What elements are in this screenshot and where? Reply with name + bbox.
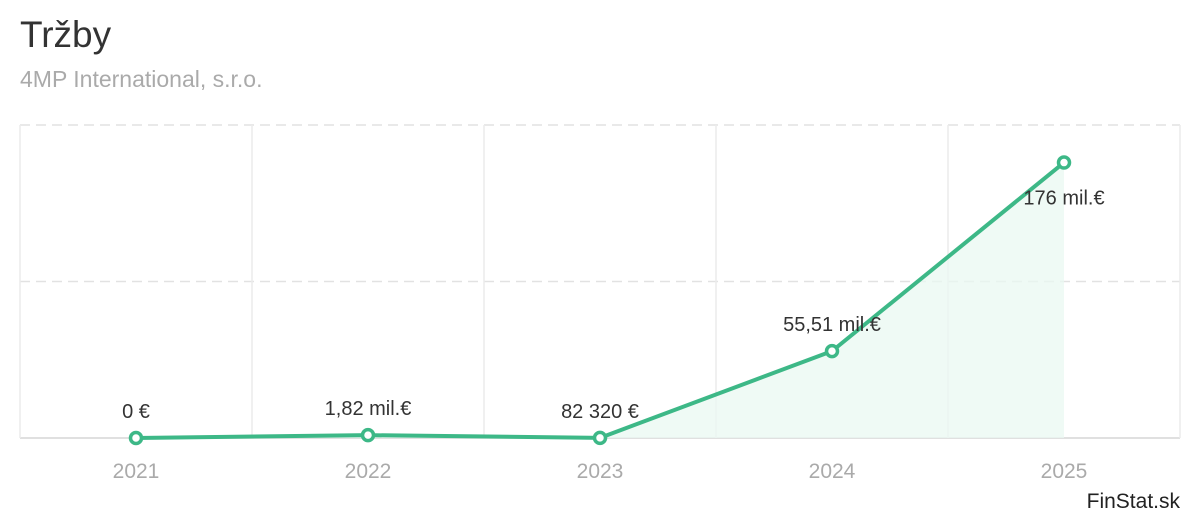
data-point-2023[interactable] <box>592 430 608 446</box>
chart-subtitle: 4MP International, s.r.o. <box>20 66 263 92</box>
data-label-2023: 82 320 € <box>561 401 639 423</box>
x-tick-label-2023: 2023 <box>577 460 624 483</box>
x-tick-label-2021: 2021 <box>113 460 160 483</box>
x-tick-label-2025: 2025 <box>1041 460 1088 483</box>
chart-title: Tržby <box>20 14 112 55</box>
data-point-2022[interactable] <box>360 427 376 443</box>
series-area <box>136 162 1064 438</box>
data-label-2024: 55,51 mil.€ <box>783 314 881 336</box>
data-labels: 0 € 1,82 mil.€ 82 320 € 55,51 mil.€ 176 mil.… <box>122 188 1104 423</box>
data-points <box>128 155 1072 446</box>
source-credit[interactable]: FinStat.sk <box>1086 490 1180 513</box>
x-tick-label-2024: 2024 <box>809 460 856 483</box>
data-label-2021: 0 € <box>122 401 150 423</box>
data-label-2025: 176 mil.€ <box>1023 188 1104 210</box>
data-label-2022: 1,82 mil.€ <box>325 398 412 420</box>
x-axis-ticks: 2021 2022 2023 2024 2025 <box>113 460 1088 483</box>
x-tick-label-2022: 2022 <box>345 460 392 483</box>
area-fill <box>136 162 1064 438</box>
data-point-2021[interactable] <box>128 430 144 446</box>
data-point-2024[interactable] <box>824 343 840 359</box>
data-point-2025[interactable] <box>1056 155 1072 170</box>
